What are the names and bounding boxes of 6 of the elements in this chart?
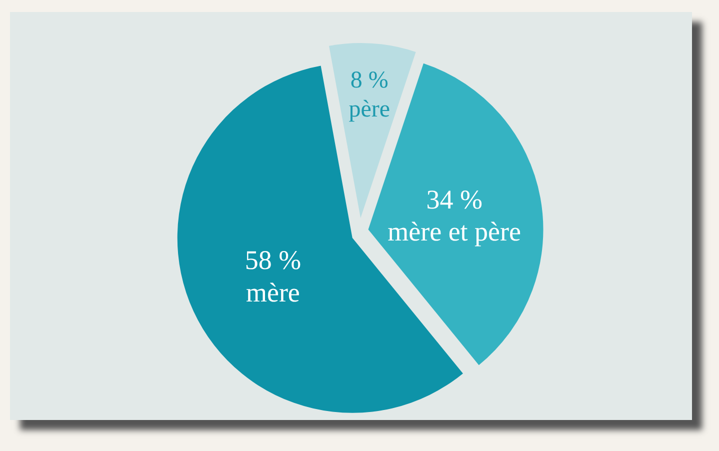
data-label: 34 % bbox=[426, 184, 482, 214]
slice-label: mère et père bbox=[388, 216, 522, 247]
data-label: 58 % bbox=[244, 245, 302, 276]
data-label: 8 % bbox=[350, 68, 388, 94]
slice-label: mère bbox=[246, 278, 300, 308]
slice-label: père bbox=[348, 96, 390, 122]
